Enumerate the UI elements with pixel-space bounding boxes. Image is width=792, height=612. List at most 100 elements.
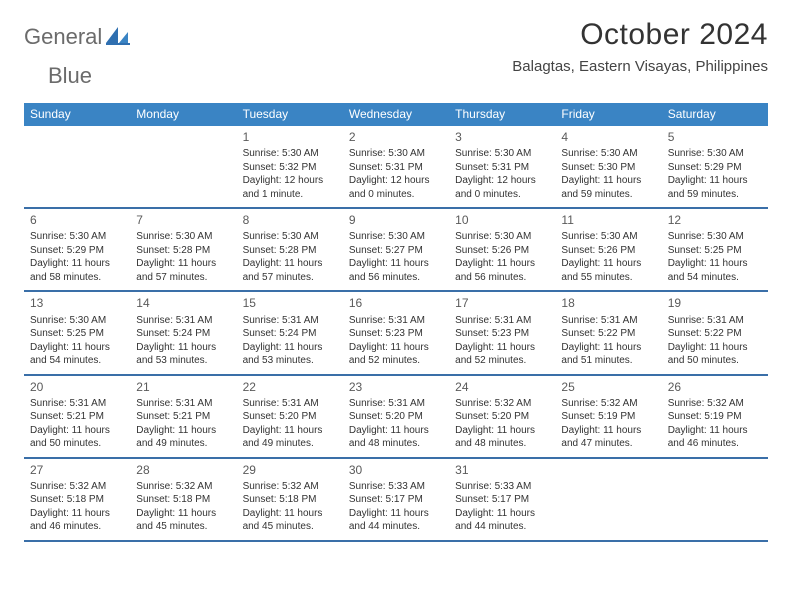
day-number: 11 [561,212,655,228]
day-cell: 20Sunrise: 5:31 AMSunset: 5:21 PMDayligh… [24,376,130,457]
day-number: 18 [561,295,655,311]
calendar-page: General October 2024 Balagtas, Eastern V… [0,0,792,560]
day-number: 23 [349,379,443,395]
daylight-text: Daylight: 11 hours and 59 minutes. [561,174,655,201]
day-cell: 18Sunrise: 5:31 AMSunset: 5:22 PMDayligh… [555,292,661,373]
sunrise-text: Sunrise: 5:33 AM [455,480,549,494]
sunset-text: Sunset: 5:22 PM [561,327,655,341]
sunset-text: Sunset: 5:28 PM [243,244,337,258]
day-cell-empty [130,126,236,207]
day-number: 6 [30,212,124,228]
sunrise-text: Sunrise: 5:31 AM [349,397,443,411]
sunset-text: Sunset: 5:31 PM [455,161,549,175]
day-number: 27 [30,462,124,478]
sunset-text: Sunset: 5:18 PM [243,493,337,507]
daylight-text: Daylight: 11 hours and 51 minutes. [561,341,655,368]
day-cell: 27Sunrise: 5:32 AMSunset: 5:18 PMDayligh… [24,459,130,540]
daylight-text: Daylight: 11 hours and 57 minutes. [136,257,230,284]
daylight-text: Daylight: 11 hours and 53 minutes. [243,341,337,368]
day-cell-empty [662,459,768,540]
day-cell: 16Sunrise: 5:31 AMSunset: 5:23 PMDayligh… [343,292,449,373]
daylight-text: Daylight: 11 hours and 49 minutes. [136,424,230,451]
sunrise-text: Sunrise: 5:31 AM [243,314,337,328]
day-number: 12 [668,212,762,228]
day-cell: 6Sunrise: 5:30 AMSunset: 5:29 PMDaylight… [24,209,130,290]
week-row: 1Sunrise: 5:30 AMSunset: 5:32 PMDaylight… [24,126,768,209]
sunrise-text: Sunrise: 5:31 AM [30,397,124,411]
sunrise-text: Sunrise: 5:30 AM [668,230,762,244]
sunrise-text: Sunrise: 5:32 AM [243,480,337,494]
sunset-text: Sunset: 5:30 PM [561,161,655,175]
day-cell-empty [555,459,661,540]
sunset-text: Sunset: 5:20 PM [455,410,549,424]
daylight-text: Daylight: 11 hours and 57 minutes. [243,257,337,284]
sunrise-text: Sunrise: 5:30 AM [349,147,443,161]
day-number: 29 [243,462,337,478]
sunset-text: Sunset: 5:24 PM [136,327,230,341]
day-number: 4 [561,129,655,145]
day-number: 17 [455,295,549,311]
day-cell: 1Sunrise: 5:30 AMSunset: 5:32 PMDaylight… [237,126,343,207]
day-number: 21 [136,379,230,395]
day-number: 22 [243,379,337,395]
sunrise-text: Sunrise: 5:30 AM [455,230,549,244]
week-row: 27Sunrise: 5:32 AMSunset: 5:18 PMDayligh… [24,459,768,542]
day-cell: 15Sunrise: 5:31 AMSunset: 5:24 PMDayligh… [237,292,343,373]
sunset-text: Sunset: 5:24 PM [243,327,337,341]
day-cell: 17Sunrise: 5:31 AMSunset: 5:23 PMDayligh… [449,292,555,373]
sunrise-text: Sunrise: 5:32 AM [136,480,230,494]
daylight-text: Daylight: 11 hours and 55 minutes. [561,257,655,284]
sunrise-text: Sunrise: 5:33 AM [349,480,443,494]
day-cell: 31Sunrise: 5:33 AMSunset: 5:17 PMDayligh… [449,459,555,540]
day-cell: 22Sunrise: 5:31 AMSunset: 5:20 PMDayligh… [237,376,343,457]
sunset-text: Sunset: 5:18 PM [136,493,230,507]
month-title: October 2024 [512,18,768,52]
sunrise-text: Sunrise: 5:32 AM [561,397,655,411]
day-number: 3 [455,129,549,145]
day-cell: 10Sunrise: 5:30 AMSunset: 5:26 PMDayligh… [449,209,555,290]
location-label: Balagtas, Eastern Visayas, Philippines [512,58,768,75]
sunset-text: Sunset: 5:26 PM [455,244,549,258]
brand-logo: General [24,18,134,50]
day-cell: 28Sunrise: 5:32 AMSunset: 5:18 PMDayligh… [130,459,236,540]
daylight-text: Daylight: 12 hours and 1 minute. [243,174,337,201]
daylight-text: Daylight: 11 hours and 46 minutes. [30,507,124,534]
day-cell: 14Sunrise: 5:31 AMSunset: 5:24 PMDayligh… [130,292,236,373]
daylight-text: Daylight: 11 hours and 52 minutes. [349,341,443,368]
daylight-text: Daylight: 11 hours and 47 minutes. [561,424,655,451]
day-cell: 11 Sunrise: 5:30 AMSunset: 5:26 PMDayligh… [555,209,661,290]
daylight-text: Daylight: 12 hours and 0 minutes. [349,174,443,201]
sunset-text: Sunset: 5:29 PM [30,244,124,258]
sunset-text: Sunset: 5:17 PM [349,493,443,507]
sunrise-text: Sunrise: 5:30 AM [136,230,230,244]
day-cell: 13Sunrise: 5:30 AMSunset: 5:25 PMDayligh… [24,292,130,373]
daylight-text: Daylight: 11 hours and 45 minutes. [243,507,337,534]
sunset-text: Sunset: 5:22 PM [668,327,762,341]
sunrise-text: Sunrise: 5:31 AM [668,314,762,328]
day-cell: 19Sunrise: 5:31 AMSunset: 5:22 PMDayligh… [662,292,768,373]
day-cell: 30Sunrise: 5:33 AMSunset: 5:17 PMDayligh… [343,459,449,540]
sunset-text: Sunset: 5:31 PM [349,161,443,175]
sunset-text: Sunset: 5:26 PM [561,244,655,258]
title-block: October 2024 Balagtas, Eastern Visayas, … [512,18,768,75]
sunset-text: Sunset: 5:25 PM [668,244,762,258]
week-row: 13Sunrise: 5:30 AMSunset: 5:25 PMDayligh… [24,292,768,375]
brand-word2: Blue [48,63,92,89]
sunrise-text: Sunrise: 5:31 AM [455,314,549,328]
day-cell: 21Sunrise: 5:31 AMSunset: 5:21 PMDayligh… [130,376,236,457]
daylight-text: Daylight: 11 hours and 44 minutes. [455,507,549,534]
daylight-text: Daylight: 11 hours and 50 minutes. [30,424,124,451]
day-number: 5 [668,129,762,145]
sunset-text: Sunset: 5:20 PM [349,410,443,424]
sunset-text: Sunset: 5:23 PM [349,327,443,341]
sunset-text: Sunset: 5:19 PM [668,410,762,424]
day-cell: 4Sunrise: 5:30 AMSunset: 5:30 PMDaylight… [555,126,661,207]
sunrise-text: Sunrise: 5:31 AM [136,314,230,328]
sunrise-text: Sunrise: 5:30 AM [561,230,655,244]
day-cell: 3Sunrise: 5:30 AMSunset: 5:31 PMDaylight… [449,126,555,207]
daylight-text: Daylight: 11 hours and 56 minutes. [455,257,549,284]
daylight-text: Daylight: 11 hours and 44 minutes. [349,507,443,534]
daylight-text: Daylight: 11 hours and 54 minutes. [30,341,124,368]
sunrise-text: Sunrise: 5:31 AM [349,314,443,328]
day-cell: 25Sunrise: 5:32 AMSunset: 5:19 PMDayligh… [555,376,661,457]
